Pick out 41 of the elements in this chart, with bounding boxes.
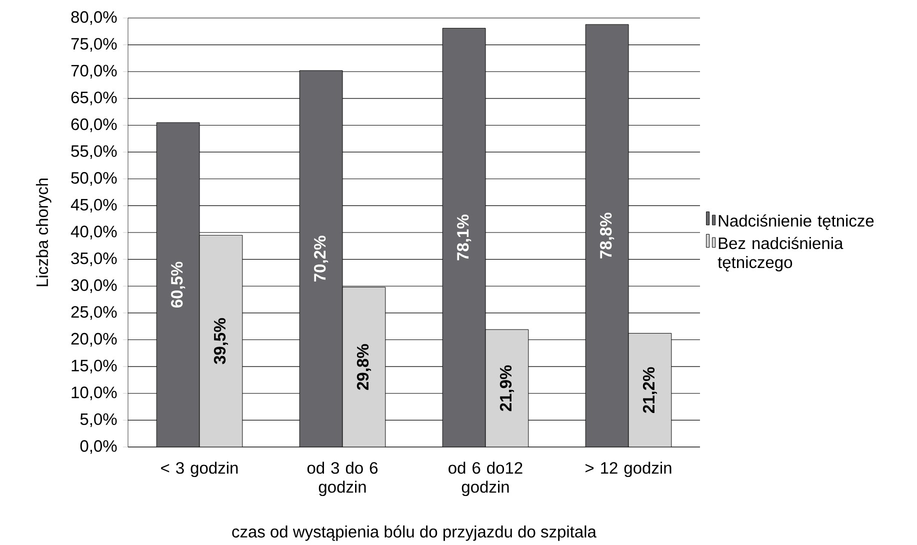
bar xyxy=(199,234,243,447)
y-tick-label: 75,0% xyxy=(71,38,117,52)
x-tick-label: > 12 godzin xyxy=(586,462,672,478)
y-tick-label: 10,0% xyxy=(72,386,117,400)
y-tick-label: 40,0% xyxy=(70,226,117,240)
y-tick-label: 30,0% xyxy=(71,279,117,293)
data-label: 39,5% xyxy=(214,318,228,364)
data-label: 21,9% xyxy=(500,365,514,412)
legend-label: Bez nadciśnienia tętniczego xyxy=(718,236,844,272)
data-label: 78,8% xyxy=(600,212,614,258)
bar xyxy=(342,286,386,447)
bar xyxy=(442,28,486,447)
x-tick-label: < 3 godzin xyxy=(161,462,238,478)
y-tick-label: 80,0% xyxy=(71,11,117,25)
y-tick-label: 60,0% xyxy=(71,118,117,132)
data-label: 78,1% xyxy=(457,214,472,260)
y-tick-label: 35,0% xyxy=(71,252,117,266)
bar xyxy=(585,24,629,447)
y-tick-label: 25,0% xyxy=(71,306,117,320)
y-tick-label: 65,0% xyxy=(71,92,117,106)
y-tick-label: 45,0% xyxy=(70,198,117,213)
y-tick-label: 55,0% xyxy=(71,145,117,159)
bar xyxy=(156,122,200,447)
bar xyxy=(628,333,672,447)
y-tick-label: 5,0% xyxy=(80,413,117,427)
y-tick-label: 20,0% xyxy=(71,332,117,347)
y-tick-label: 0,0% xyxy=(80,440,117,454)
x-axis-title: czas od wystąpienia bólu do przyjazdu do szpitala xyxy=(232,525,596,541)
legend-label: Nadciśnienie tętnicze xyxy=(718,214,874,230)
bar xyxy=(485,329,529,447)
y-axis-title: Liczba chorych xyxy=(36,178,52,286)
data-label: 60,5% xyxy=(171,262,186,308)
y-tick-label: 15,0% xyxy=(72,360,117,374)
data-label: 29,8% xyxy=(356,344,371,390)
bar xyxy=(299,70,343,447)
x-tick-label: od 3 do 6 godzin xyxy=(307,462,378,496)
y-tick-label: 70,0% xyxy=(71,64,117,78)
data-label: 70,2% xyxy=(314,236,328,282)
y-tick-label: 50,0% xyxy=(71,172,117,186)
data-label: 21,2% xyxy=(642,367,657,413)
x-tick-label: od 6 do12 godzin xyxy=(448,462,522,496)
